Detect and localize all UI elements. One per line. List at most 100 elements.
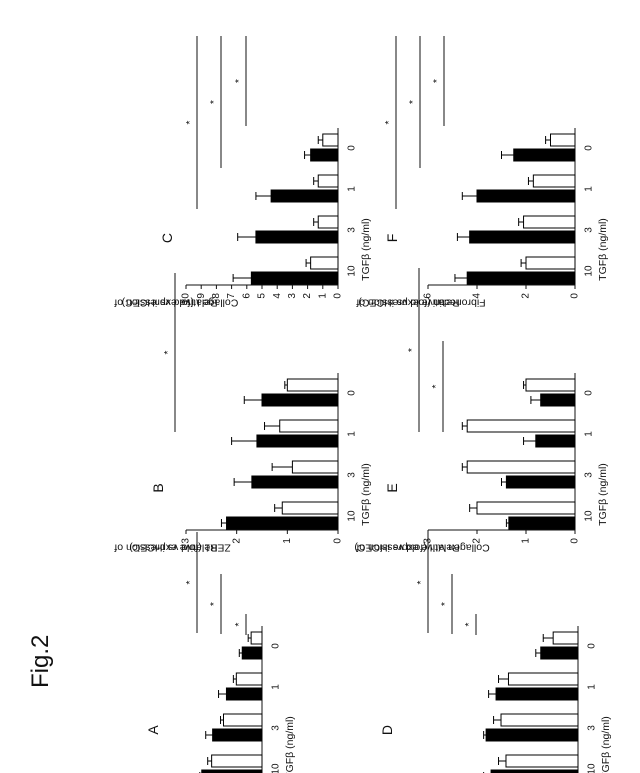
- significance-marker: *: [185, 120, 196, 124]
- value-tick-label: 9: [196, 293, 207, 299]
- category-tick-label: 3: [347, 472, 358, 478]
- significance-marker: *: [185, 580, 196, 584]
- bar-black: [535, 434, 576, 448]
- bar-white: [532, 174, 576, 188]
- bar-black: [495, 687, 579, 701]
- bar-white: [291, 460, 339, 474]
- significance-marker: *: [416, 580, 427, 584]
- bar-black: [201, 769, 263, 773]
- bar-white: [235, 672, 263, 686]
- category-tick-label: 10: [584, 265, 595, 277]
- bar-black: [225, 687, 263, 701]
- value-tick-label: 4: [472, 293, 483, 299]
- bar-white: [250, 631, 263, 645]
- value-tick-label: 2: [521, 293, 532, 299]
- panel-letter: B: [150, 483, 166, 492]
- y-axis-label: Relative expression of: [114, 297, 217, 309]
- value-tick-label: 3: [287, 293, 298, 299]
- significance-marker: *: [432, 79, 443, 83]
- category-tick-label: 0: [584, 145, 595, 151]
- value-tick-label: 4: [272, 293, 283, 299]
- bar-black: [261, 393, 339, 407]
- category-tick-label: 1: [347, 186, 358, 192]
- x-axis-label: TGFβ (ng/ml): [360, 218, 372, 281]
- panel-a: 02468Relative expression ofSnail1 (fold …: [145, 532, 296, 773]
- x-axis-label: TGFβ (ng/ml): [284, 716, 296, 773]
- significance-marker: *: [209, 602, 220, 606]
- value-tick-label: 6: [241, 293, 252, 299]
- panel-letter: E: [384, 483, 400, 492]
- significance-marker: *: [163, 350, 174, 354]
- x-axis-label: TGFβ (ng/ml): [600, 716, 612, 773]
- bar-black: [256, 434, 339, 448]
- category-tick-label: 10: [347, 265, 358, 277]
- bar-white: [466, 419, 576, 433]
- bar-white: [286, 378, 339, 392]
- value-tick-label: 6: [423, 293, 434, 299]
- significance-marker: *: [440, 602, 451, 606]
- value-tick-label: 8: [211, 293, 222, 299]
- bar-black: [508, 516, 576, 530]
- category-tick-label: 1: [347, 431, 358, 437]
- bar-white: [476, 501, 576, 515]
- bar-black: [466, 271, 576, 285]
- bar-black: [476, 189, 576, 203]
- value-tick-label: 1: [521, 538, 532, 544]
- significance-marker: *: [431, 384, 442, 388]
- bar-white: [281, 501, 339, 515]
- bar-white: [550, 133, 576, 147]
- bar-black: [250, 271, 339, 285]
- bar-black: [212, 728, 263, 742]
- bar-black: [226, 516, 339, 530]
- category-tick-label: 0: [347, 145, 358, 151]
- category-tick-label: 3: [587, 725, 598, 731]
- category-tick-label: 1: [271, 684, 282, 690]
- panel-letter: F: [384, 234, 400, 243]
- category-tick-label: 10: [271, 763, 282, 773]
- significance-marker: *: [464, 622, 475, 626]
- bar-black: [469, 230, 576, 244]
- bar-black: [490, 769, 579, 773]
- bar-white: [322, 133, 339, 147]
- value-tick-label: 0: [333, 538, 344, 544]
- bar-black: [241, 646, 263, 660]
- bar-white: [525, 378, 576, 392]
- category-tick-label: 3: [584, 472, 595, 478]
- bar-white: [525, 256, 576, 270]
- value-tick-label: 0: [333, 293, 344, 299]
- category-tick-label: 3: [584, 227, 595, 233]
- category-tick-label: 1: [587, 684, 598, 690]
- category-tick-label: 0: [347, 390, 358, 396]
- bar-black: [540, 646, 579, 660]
- bar-black: [540, 393, 576, 407]
- value-tick-label: 3: [181, 538, 192, 544]
- y-axis-label: Fibronectin (fold vs iHCEC): [358, 297, 485, 309]
- bar-black: [513, 148, 576, 162]
- bar-white: [500, 713, 579, 727]
- bar-black: [485, 728, 579, 742]
- bar-white: [552, 631, 579, 645]
- panel-letter: A: [145, 725, 161, 735]
- value-tick-label: 1: [317, 293, 328, 299]
- bar-black: [270, 189, 339, 203]
- category-tick-label: 0: [587, 643, 598, 649]
- value-tick-label: 7: [226, 293, 237, 299]
- significance-marker: *: [384, 120, 395, 124]
- bar-black: [251, 475, 339, 489]
- significance-marker: *: [407, 348, 418, 352]
- category-tick-label: 0: [271, 643, 282, 649]
- bar-white: [310, 256, 339, 270]
- value-tick-label: 2: [472, 538, 483, 544]
- value-tick-label: 0: [570, 538, 581, 544]
- y-axis-label: ZEB1 (fold vs iHCEC): [129, 542, 231, 554]
- value-tick-label: 2: [231, 538, 242, 544]
- bar-white: [279, 419, 339, 433]
- panel-letter: C: [159, 233, 175, 243]
- category-tick-label: 3: [271, 725, 282, 731]
- value-tick-label: 10: [181, 293, 192, 305]
- significance-marker: *: [234, 79, 245, 83]
- significance-marker: *: [234, 622, 245, 626]
